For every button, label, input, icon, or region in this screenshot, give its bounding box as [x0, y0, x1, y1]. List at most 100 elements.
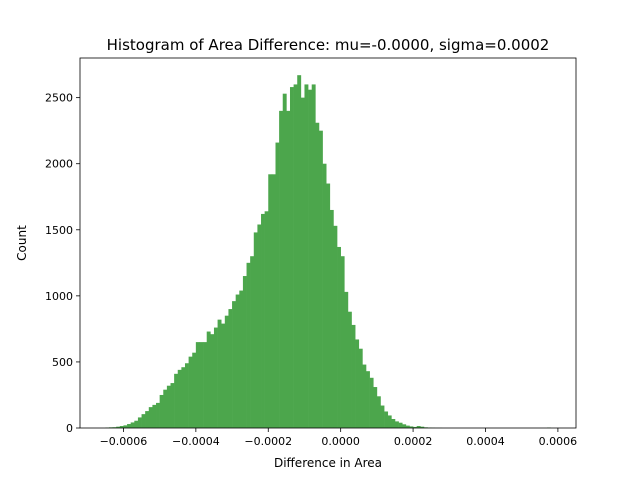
histogram-bar	[210, 334, 215, 428]
histogram-bar	[141, 414, 146, 429]
y-tick-label: 2500	[45, 92, 73, 105]
histogram-bar	[239, 290, 244, 428]
histogram-bar	[322, 163, 327, 428]
histogram-bar	[405, 425, 410, 428]
histogram-bar	[394, 421, 399, 428]
histogram-bar	[413, 426, 417, 428]
histogram-bar	[282, 93, 287, 429]
x-tick-label: −0.0004	[172, 435, 220, 448]
histogram-bar	[217, 319, 222, 428]
histogram-bar	[232, 301, 236, 428]
histogram-bar	[369, 377, 374, 428]
histogram-bar	[380, 405, 385, 428]
histogram-bar	[300, 97, 305, 428]
histogram-bar	[315, 122, 320, 428]
histogram-bar	[206, 331, 211, 428]
histogram-bar	[286, 110, 291, 429]
histogram-bar	[398, 422, 403, 428]
histogram-bar	[409, 426, 414, 428]
histogram-bar	[119, 426, 124, 428]
histogram-bar	[333, 225, 338, 428]
histogram-bar	[391, 419, 396, 428]
histogram-bar	[326, 183, 331, 428]
x-tick-label: −0.0002	[244, 435, 292, 448]
histogram-bar	[373, 387, 378, 428]
histogram-bar	[311, 84, 316, 429]
y-axis-ticks: 0 500 1000 1500 2000 2500	[45, 92, 80, 435]
histogram-bar	[116, 426, 121, 428]
histogram-bar	[134, 420, 139, 428]
x-tick-label: −0.0006	[100, 435, 148, 448]
histogram-bar	[420, 426, 425, 428]
histogram-bar	[416, 426, 421, 428]
histogram-bar	[366, 371, 370, 428]
histogram-bar	[347, 311, 352, 428]
histogram-bar	[271, 174, 276, 428]
histogram-bar	[355, 339, 360, 428]
histogram-bar	[145, 411, 150, 428]
histogram-bar	[250, 256, 255, 428]
histogram-bar	[203, 342, 208, 428]
y-tick-label: 1500	[45, 224, 73, 237]
y-tick-label: 0	[66, 422, 73, 435]
histogram-bar	[340, 256, 345, 428]
y-tick-label: 500	[52, 356, 73, 369]
x-axis-label: Difference in Area	[274, 456, 382, 470]
histogram-bar	[199, 342, 204, 428]
histogram-bar	[159, 394, 164, 428]
plot-frame	[79, 57, 577, 429]
histogram-bar	[351, 324, 356, 428]
histogram-bar	[297, 75, 302, 429]
histogram-bar	[279, 110, 284, 429]
histogram-bar	[127, 424, 131, 428]
x-tick-label: 0.0004	[466, 435, 505, 448]
histogram-bar	[337, 246, 341, 428]
histogram-bar	[235, 294, 240, 428]
histogram-bar	[329, 209, 334, 428]
x-tick-label: 0.0002	[394, 435, 433, 448]
histogram-bar	[293, 84, 298, 429]
histogram-bar	[148, 407, 153, 428]
histogram-bar	[387, 415, 392, 428]
histogram-bar	[174, 373, 179, 428]
chart-title: Histogram of Area Difference: mu=-0.0000…	[107, 36, 550, 54]
histogram-bar	[308, 89, 313, 429]
histogram-bar	[156, 402, 160, 428]
x-axis-ticks: −0.0006 −0.0004 −0.0002 0.0000 0.0002 0.0004 0…	[100, 428, 578, 448]
histogram-bar	[188, 356, 193, 428]
histogram-bar	[242, 276, 247, 428]
x-tick-label: 0.0006	[539, 435, 578, 448]
histogram-bar	[402, 424, 407, 428]
histogram-bar	[228, 309, 233, 428]
histogram-bar	[163, 389, 168, 428]
histogram-bar	[224, 315, 229, 428]
histogram-bar	[152, 404, 157, 429]
histogram-bar	[344, 291, 349, 428]
histogram-bar	[376, 396, 381, 428]
y-axis-label: Count	[15, 225, 29, 261]
histogram-bar	[246, 262, 251, 428]
histogram-bar	[170, 383, 175, 428]
histogram-bars	[105, 75, 551, 429]
histogram-bar	[123, 425, 128, 428]
histogram-bar	[257, 224, 262, 428]
histogram-bar	[181, 367, 186, 428]
histogram-bar	[130, 422, 135, 428]
histogram-bar	[275, 142, 280, 428]
histogram-bar	[358, 348, 363, 428]
x-tick-label: 0.0000	[321, 435, 360, 448]
histogram-bar	[221, 323, 226, 428]
histogram-bar	[253, 232, 258, 428]
histogram-bar	[195, 342, 200, 428]
histogram-bar	[264, 211, 269, 428]
histogram-bar	[304, 84, 309, 429]
histogram-bar	[261, 213, 265, 428]
y-tick-label: 1000	[45, 290, 73, 303]
histogram-bar	[362, 364, 367, 428]
histogram-bar	[137, 417, 142, 428]
y-tick-label: 2000	[45, 158, 73, 171]
histogram-bar	[213, 327, 218, 428]
histogram-bar	[177, 369, 182, 428]
histogram-bar	[289, 87, 294, 428]
